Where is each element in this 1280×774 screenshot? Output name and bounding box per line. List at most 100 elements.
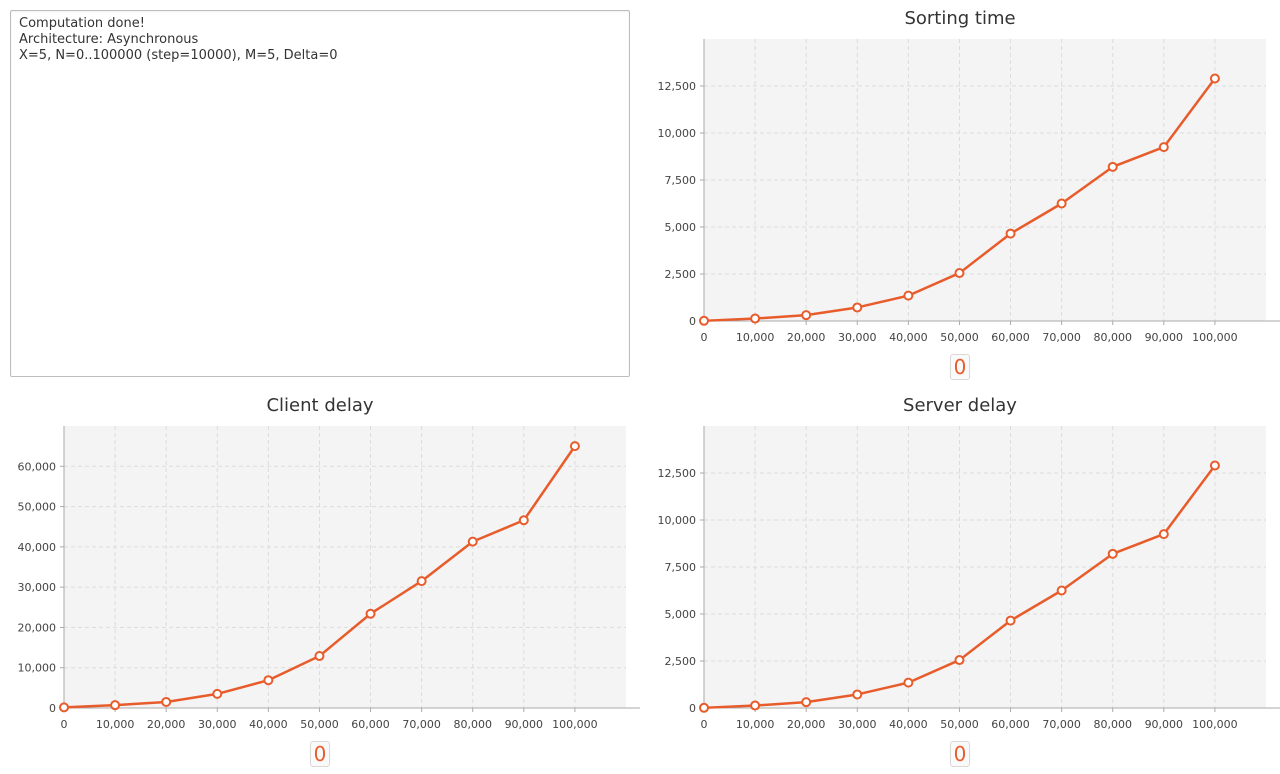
y-tick-label: 7,500	[665, 561, 697, 574]
x-tick-label: 40,000	[249, 718, 288, 731]
data-point[interactable]	[903, 677, 914, 688]
server-delay-chart: Server delay 0 2,500 5,000 7,500 10,000 12,500…	[640, 387, 1280, 774]
y-tick-label: 0	[689, 315, 696, 328]
x-tick-label: 90,000	[1145, 718, 1184, 731]
x-tick-label: 30,000	[838, 718, 877, 731]
data-point[interactable]	[518, 515, 529, 526]
data-point[interactable]	[467, 536, 478, 547]
data-point[interactable]	[903, 290, 914, 301]
log-line: X=5, N=0..100000 (step=10000), M=5, Delt…	[19, 48, 338, 63]
data-point[interactable]	[852, 302, 863, 313]
y-tick-label: 10,000	[658, 514, 697, 527]
y-tick-label: 0	[49, 702, 56, 715]
y-tick-label: 60,000	[18, 460, 57, 473]
x-tick-label: 20,000	[787, 718, 826, 731]
data-point[interactable]	[852, 689, 863, 700]
x-tick-label: 60,000	[991, 331, 1030, 344]
data-point[interactable]	[1056, 198, 1067, 209]
y-tick-label: 2,500	[665, 268, 697, 281]
x-tick-label: 70,000	[402, 718, 441, 731]
x-tick-label: 90,000	[505, 718, 544, 731]
x-tick-label: 0	[701, 718, 708, 731]
data-point[interactable]	[954, 268, 965, 279]
x-tick-label: 80,000	[1093, 331, 1132, 344]
data-point[interactable]	[1107, 548, 1118, 559]
y-tick-label: 2,500	[665, 655, 697, 668]
sorting-time-chart: Sorting time 0 2,500 5,000 7,500 10,000 12,500…	[640, 0, 1280, 387]
x-tick-label: 20,000	[787, 331, 826, 344]
data-point[interactable]	[1209, 460, 1220, 471]
plot-background	[64, 426, 626, 708]
sorting-time-legend[interactable]: 0	[950, 354, 970, 380]
x-tick-label: 0	[701, 331, 708, 344]
data-point[interactable]	[801, 310, 812, 321]
x-tick-label: 60,000	[351, 718, 390, 731]
data-point[interactable]	[1056, 585, 1067, 596]
data-point[interactable]	[212, 688, 223, 699]
x-tick-label: 20,000	[147, 718, 186, 731]
y-tick-label: 12,500	[658, 467, 697, 480]
x-tick-label: 70,000	[1042, 331, 1081, 344]
data-point[interactable]	[1158, 529, 1169, 540]
y-tick-label: 30,000	[18, 581, 57, 594]
x-tick-label: 30,000	[198, 718, 237, 731]
chart-title: Sorting time	[904, 8, 1015, 29]
data-point[interactable]	[161, 696, 172, 707]
computation-log[interactable]: Computation done! Architecture: Asynchron…	[10, 10, 630, 377]
x-tick-label: 30,000	[838, 331, 877, 344]
data-point[interactable]	[59, 702, 69, 713]
y-tick-label: 7,500	[665, 174, 697, 187]
x-tick-label: 40,000	[889, 718, 928, 731]
y-tick-label: 10,000	[18, 662, 57, 675]
x-tick-label: 40,000	[889, 331, 928, 344]
log-line: Computation done!	[19, 16, 145, 31]
x-tick-label: 80,000	[1093, 718, 1132, 731]
x-tick-label: 10,000	[96, 718, 135, 731]
data-point[interactable]	[699, 702, 709, 713]
data-point[interactable]	[1107, 161, 1118, 172]
client-delay-chart: Client delay 0 10,000 20,000 30,000 40,000 50,…	[0, 387, 640, 774]
x-tick-label: 70,000	[1042, 718, 1081, 731]
x-tick-label: 100,000	[552, 718, 598, 731]
log-line: Architecture: Asynchronous	[19, 32, 199, 47]
data-point[interactable]	[1158, 142, 1169, 153]
x-tick-label: 90,000	[1145, 331, 1184, 344]
y-tick-label: 10,000	[658, 127, 697, 140]
y-tick-label: 12,500	[658, 80, 697, 93]
x-tick-label: 50,000	[300, 718, 339, 731]
data-point[interactable]	[569, 441, 580, 452]
server-delay-legend[interactable]: 0	[950, 741, 970, 767]
data-point[interactable]	[1005, 228, 1016, 239]
data-point[interactable]	[954, 655, 965, 666]
y-tick-label: 0	[689, 702, 696, 715]
y-tick-label: 20,000	[18, 621, 57, 634]
x-tick-label: 10,000	[736, 718, 775, 731]
client-delay-legend[interactable]: 0	[310, 741, 330, 767]
x-tick-label: 0	[61, 718, 68, 731]
y-tick-label: 50,000	[18, 501, 57, 514]
data-point[interactable]	[263, 675, 274, 686]
data-point[interactable]	[314, 651, 325, 662]
data-point[interactable]	[1005, 615, 1016, 626]
y-tick-label: 5,000	[665, 221, 697, 234]
x-tick-label: 10,000	[736, 331, 775, 344]
x-tick-label: 100,000	[1192, 718, 1238, 731]
x-tick-label: 60,000	[991, 718, 1030, 731]
x-tick-label: 80,000	[453, 718, 492, 731]
sorting-time-plot: Sorting time 0 2,500 5,000 7,500 10,000 12,500…	[658, 8, 1280, 344]
y-tick-label: 40,000	[18, 541, 57, 554]
client-delay-plot: Client delay 0 10,000 20,000 30,000 40,000 50,…	[18, 395, 640, 731]
data-point[interactable]	[699, 315, 709, 326]
chart-title: Server delay	[903, 395, 1017, 416]
x-tick-label: 100,000	[1192, 331, 1238, 344]
x-tick-label: 50,000	[940, 331, 979, 344]
y-tick-label: 5,000	[665, 608, 697, 621]
data-point[interactable]	[416, 576, 427, 587]
data-point[interactable]	[110, 700, 121, 711]
data-point[interactable]	[801, 697, 812, 708]
data-point[interactable]	[1209, 73, 1220, 84]
data-point[interactable]	[750, 700, 761, 711]
data-point[interactable]	[750, 313, 761, 324]
data-point[interactable]	[365, 608, 376, 619]
server-delay-plot: Server delay 0 2,500 5,000 7,500 10,000 12,500…	[658, 395, 1280, 731]
